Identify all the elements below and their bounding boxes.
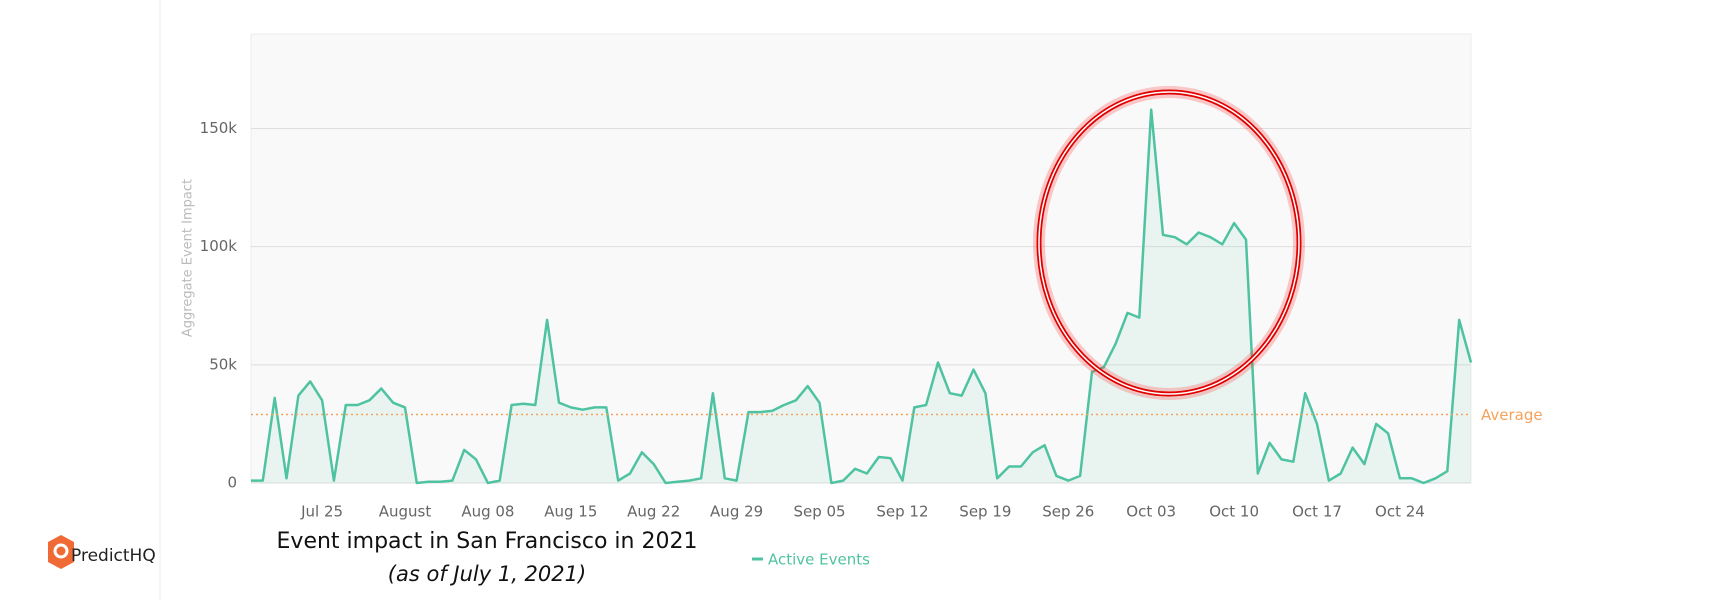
legend-label: Active Events xyxy=(768,551,870,569)
x-tick-label: Sep 12 xyxy=(876,503,928,521)
logo-pin xyxy=(53,543,69,559)
y-tick-label: 150k xyxy=(200,119,238,137)
x-tick-label: August xyxy=(379,503,432,521)
average-label: Average xyxy=(1481,406,1543,424)
x-tick-label: Aug 22 xyxy=(627,503,680,521)
highlight-ring-inner xyxy=(1038,91,1300,395)
y-axis-title: Aggregate Event Impact xyxy=(181,179,196,337)
plot-layer xyxy=(251,108,1473,485)
line xyxy=(251,108,1473,485)
x-tick-label: Oct 03 xyxy=(1126,503,1176,521)
caption: Event impact in San Francisco in 2021 xyxy=(277,529,698,554)
caption-note: (as of July 1, 2021) xyxy=(388,562,586,586)
x-tick-label: Aug 29 xyxy=(710,503,763,521)
y-tick-label: 50k xyxy=(209,355,237,373)
x-tick-label: Sep 19 xyxy=(959,503,1011,521)
x-tick-label: Sep 26 xyxy=(1042,503,1094,521)
logo-mark xyxy=(48,535,74,569)
logo: PredictHQ xyxy=(48,535,156,569)
x-tick-label: Oct 24 xyxy=(1375,503,1425,521)
plot-area xyxy=(250,33,1472,484)
y-tick-label: 0 xyxy=(227,474,237,492)
x-tick-label: Aug 08 xyxy=(461,503,514,521)
x-tick-label: Oct 10 xyxy=(1209,503,1259,521)
x-tick-label: Jul 25 xyxy=(300,503,343,521)
x-tick-label: Sep 05 xyxy=(793,503,845,521)
y-tick-label: 100k xyxy=(200,237,238,255)
x-tick-label: Oct 17 xyxy=(1292,503,1342,521)
brand: PredictHQ xyxy=(71,546,156,566)
x-tick-label: Aug 15 xyxy=(544,503,597,521)
